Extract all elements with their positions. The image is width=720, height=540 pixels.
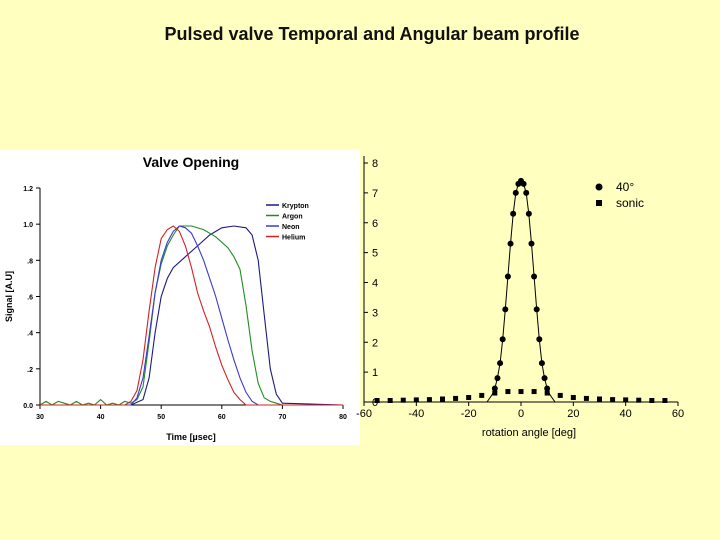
- legend-marker-circle: [595, 183, 603, 191]
- series-line-krypton: [40, 225, 344, 406]
- y-tick-label: 7: [372, 188, 378, 200]
- x-tick-label: 40: [97, 414, 105, 421]
- data-point-sonic: [453, 395, 459, 401]
- data-point-sonic: [413, 397, 419, 403]
- data-point-40deg: [525, 210, 532, 217]
- y-tick-label: 1.2: [23, 186, 33, 193]
- data-point-40deg: [491, 385, 498, 392]
- data-point-sonic: [505, 389, 511, 395]
- data-point-sonic: [570, 395, 576, 401]
- slide-title: Pulsed valve Temporal and Angular beam p…: [164, 24, 580, 44]
- data-point-sonic: [544, 390, 550, 396]
- x-tick-label: 80: [339, 414, 347, 421]
- x-tick-label: 0: [518, 408, 524, 420]
- y-tick-label: 8: [372, 158, 378, 170]
- data-point-sonic: [374, 398, 380, 404]
- data-point-40deg: [499, 336, 506, 343]
- data-point-40deg: [538, 360, 545, 367]
- data-point-40deg: [531, 273, 538, 280]
- y-tick-label: 5: [372, 248, 378, 260]
- y-tick-label: 4: [372, 278, 378, 290]
- legend-label: Argon: [282, 214, 303, 221]
- data-point-40deg: [497, 360, 504, 367]
- data-point-sonic: [636, 397, 642, 403]
- legend-label: 40°: [616, 180, 634, 194]
- data-point-sonic: [426, 397, 432, 403]
- x-axis-title: Time [µsec]: [166, 432, 216, 442]
- data-point-sonic: [649, 398, 655, 404]
- data-point-sonic: [440, 396, 445, 402]
- data-point-40deg: [502, 306, 509, 313]
- x-axis-title: rotation angle [deg]: [482, 427, 576, 439]
- legend-label: sonic: [616, 196, 644, 210]
- data-point-40deg: [544, 385, 551, 392]
- data-point-40deg: [523, 189, 530, 196]
- series-line-argon: [39, 225, 343, 406]
- data-point-sonic: [400, 397, 406, 403]
- data-point-40deg: [528, 240, 535, 247]
- y-tick-label: 0.0: [23, 403, 33, 410]
- data-point-40deg: [541, 375, 548, 382]
- angular-profile-chart: -60-40-200204060012345678rotation angle …: [346, 150, 691, 445]
- y-tick-label: 6: [372, 218, 378, 230]
- x-tick-label: 60: [218, 414, 226, 421]
- x-tick-label: 50: [157, 414, 165, 421]
- angular-profile-chart-svg: -60-40-200204060012345678rotation angle …: [356, 156, 684, 439]
- data-point-sonic: [662, 398, 668, 404]
- data-point-sonic: [610, 397, 616, 403]
- y-tick-label: 1.0: [23, 222, 33, 229]
- data-point-sonic: [466, 395, 472, 401]
- y-tick-label: .2: [27, 367, 33, 374]
- y-tick-label: 3: [372, 307, 378, 319]
- x-tick-label: 60: [672, 408, 684, 420]
- x-tick-label: 40: [620, 408, 632, 420]
- series-line-helium: [40, 225, 343, 406]
- data-point-40deg: [507, 240, 514, 247]
- data-point-sonic: [531, 389, 537, 395]
- data-point-40deg: [536, 336, 543, 343]
- data-point-40deg: [512, 189, 519, 196]
- series-line-neon: [40, 225, 343, 406]
- x-tick-label: 30: [36, 414, 44, 421]
- data-point-sonic: [492, 390, 498, 396]
- data-point-40deg: [533, 306, 540, 313]
- x-tick-label: -60: [356, 408, 372, 420]
- data-point-40deg: [520, 180, 527, 187]
- data-point-40deg: [494, 375, 501, 382]
- data-point-sonic: [518, 389, 524, 395]
- data-point-sonic: [479, 392, 485, 398]
- valve-opening-chart-svg: Valve Opening 30 40 50 60 70 80 0.0 .2 .4 .6 .8 1.0 1…: [4, 154, 347, 442]
- data-point-sonic: [557, 392, 563, 398]
- y-axis-title: Signal [A.U]: [4, 271, 14, 322]
- data-point-40deg: [504, 273, 511, 280]
- y-tick-label: .6: [27, 295, 33, 302]
- data-point-sonic: [597, 396, 602, 402]
- legend-marker-square: [596, 200, 602, 206]
- y-tick-label: .4: [27, 331, 33, 338]
- x-tick-label: -20: [461, 408, 477, 420]
- legend-label: Krypton: [282, 203, 309, 210]
- data-point-sonic: [583, 395, 589, 401]
- y-tick-label: 2: [372, 337, 378, 349]
- data-point-40deg: [510, 210, 517, 217]
- legend-label: Neon: [282, 224, 300, 231]
- data-point-sonic: [623, 397, 629, 403]
- fit-curve: [486, 180, 556, 402]
- legend-label: Helium: [282, 235, 305, 242]
- chart-title: Valve Opening: [143, 154, 239, 170]
- y-tick-label: .8: [27, 258, 33, 265]
- valve-opening-chart: Valve Opening 30 40 50 60 70 80 0.0 .2 .4 .6 .8 1.0 1…: [0, 150, 360, 445]
- x-tick-label: 70: [279, 414, 287, 421]
- y-tick-label: 1: [372, 367, 378, 379]
- x-tick-label: -40: [408, 408, 424, 420]
- x-tick-label: 20: [567, 408, 579, 420]
- data-point-sonic: [387, 398, 393, 404]
